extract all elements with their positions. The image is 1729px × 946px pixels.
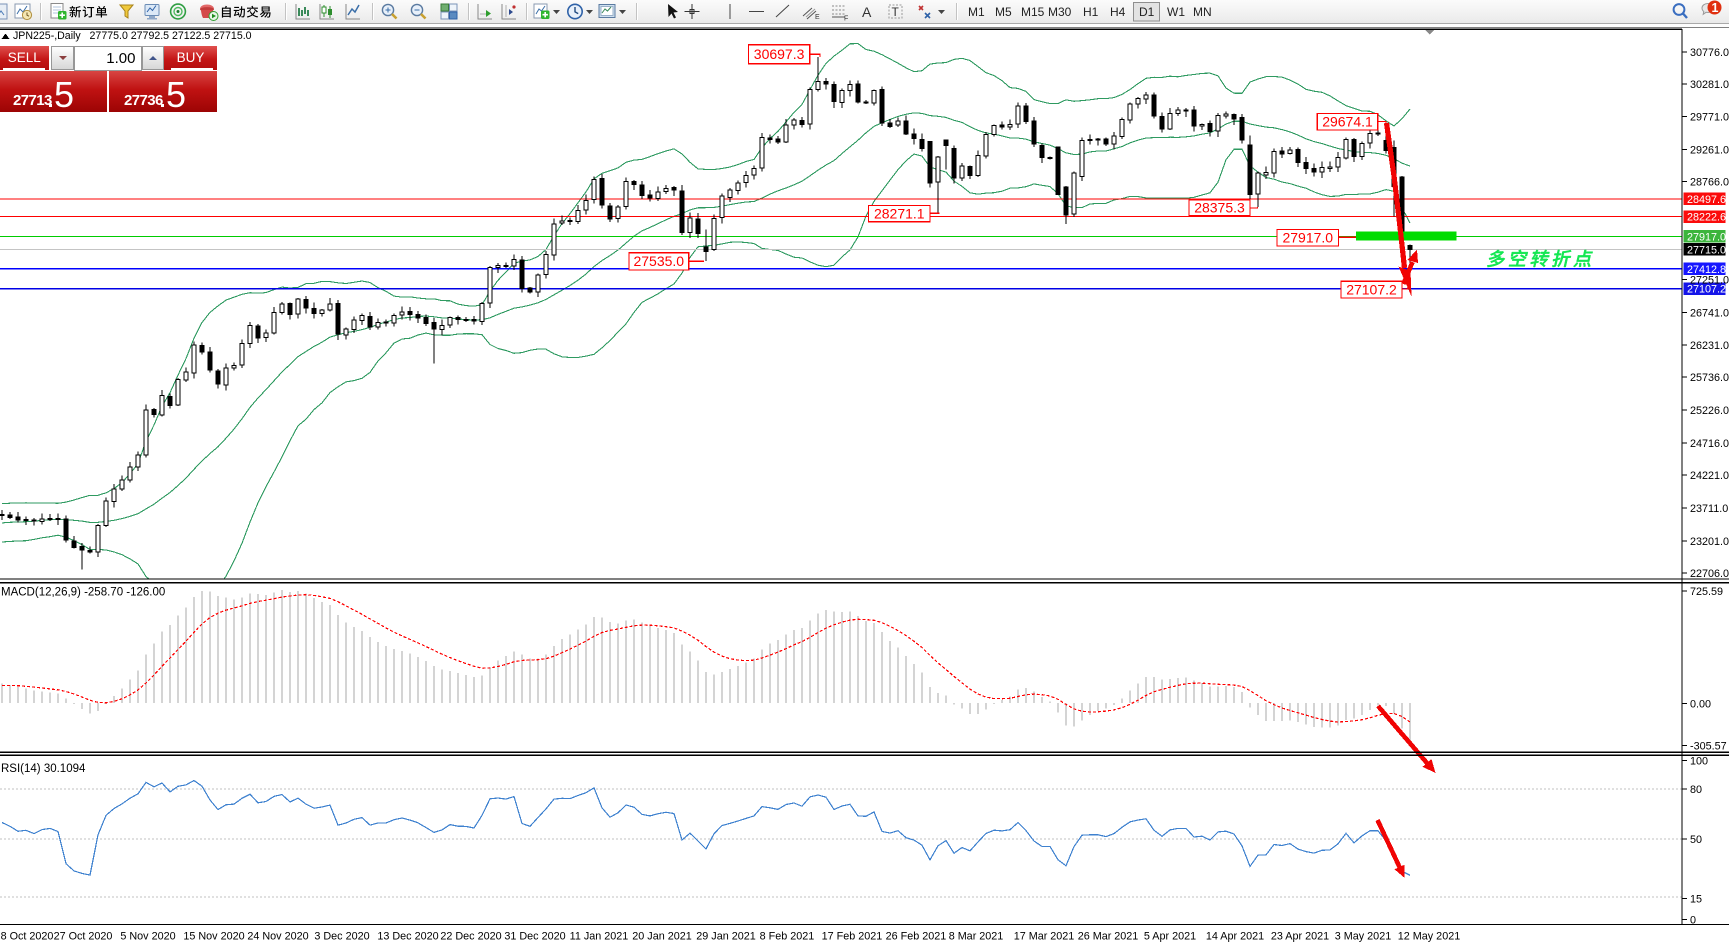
svg-text:M1: M1 xyxy=(968,5,985,19)
svg-text:23 Apr 2021: 23 Apr 2021 xyxy=(1271,931,1329,943)
svg-text:27917.0: 27917.0 xyxy=(1282,229,1333,245)
svg-text:MACD(12,26,9) -258.70 -126.00: MACD(12,26,9) -258.70 -126.00 xyxy=(1,587,165,599)
svg-text:T: T xyxy=(892,5,900,19)
svg-text:3 May 2021: 3 May 2021 xyxy=(1335,931,1391,943)
svg-text:28222.6: 28222.6 xyxy=(1687,212,1726,224)
svg-text:25226.0: 25226.0 xyxy=(1690,405,1729,417)
svg-text:24716.0: 24716.0 xyxy=(1690,438,1729,450)
svg-text:20 Jan 2021: 20 Jan 2021 xyxy=(632,931,691,943)
svg-text:15 Nov 2020: 15 Nov 2020 xyxy=(183,931,244,943)
svg-text:28375.3: 28375.3 xyxy=(1194,200,1245,216)
svg-text:23201.0: 23201.0 xyxy=(1690,536,1729,548)
svg-text:15: 15 xyxy=(1690,894,1702,906)
svg-text:29771.0: 29771.0 xyxy=(1690,112,1729,124)
svg-text:H4: H4 xyxy=(1110,5,1126,19)
svg-text:M5: M5 xyxy=(995,5,1012,19)
svg-text:27412.8: 27412.8 xyxy=(1687,264,1726,276)
svg-text:8 Oct 2020: 8 Oct 2020 xyxy=(1,931,54,943)
svg-text:26 Mar 2021: 26 Mar 2021 xyxy=(1078,931,1139,943)
svg-text:80: 80 xyxy=(1690,784,1702,796)
svg-text:25736.0: 25736.0 xyxy=(1690,372,1729,384)
svg-text:725.59: 725.59 xyxy=(1690,586,1723,598)
svg-text:27 Oct 2020: 27 Oct 2020 xyxy=(54,931,113,943)
svg-text:26231.0: 26231.0 xyxy=(1690,340,1729,352)
svg-text:3 Dec 2020: 3 Dec 2020 xyxy=(314,931,369,943)
svg-text:22 Dec 2020: 22 Dec 2020 xyxy=(440,931,501,943)
svg-text:A: A xyxy=(862,4,872,20)
svg-text:MN: MN xyxy=(1193,5,1212,19)
svg-text:27715.0: 27715.0 xyxy=(1687,245,1726,257)
svg-text:17 Mar 2021: 17 Mar 2021 xyxy=(1014,931,1075,943)
svg-text:H1: H1 xyxy=(1083,5,1099,19)
svg-text:F: F xyxy=(844,16,848,23)
svg-text:-305.57: -305.57 xyxy=(1690,740,1727,752)
svg-text:23711.0: 23711.0 xyxy=(1690,503,1728,515)
svg-text:11 Jan 2021: 11 Jan 2021 xyxy=(570,931,629,943)
svg-text:27917.0: 27917.0 xyxy=(1687,232,1726,244)
svg-text:12 May 2021: 12 May 2021 xyxy=(1398,931,1460,943)
svg-text:1: 1 xyxy=(1712,1,1719,15)
svg-text:28766.0: 28766.0 xyxy=(1690,177,1729,189)
svg-text:29674.1: 29674.1 xyxy=(1322,114,1373,130)
svg-text:5 Apr 2021: 5 Apr 2021 xyxy=(1144,931,1196,943)
svg-text:JPN225-,Daily 27775.0 27792.: JPN225-,Daily 27775.0 27792.5 27122.5 27… xyxy=(13,30,252,42)
svg-text:27107.2: 27107.2 xyxy=(1346,281,1397,297)
svg-text:27251.0: 27251.0 xyxy=(1690,274,1729,286)
svg-text:22706.0: 22706.0 xyxy=(1690,568,1729,580)
svg-text:28497.6: 28497.6 xyxy=(1687,194,1726,206)
svg-text:RSI(14) 30.1094: RSI(14) 30.1094 xyxy=(1,763,86,775)
svg-text:30776.0: 30776.0 xyxy=(1690,47,1729,59)
svg-text:30281.0: 30281.0 xyxy=(1690,79,1729,91)
svg-text:100: 100 xyxy=(1690,756,1708,768)
svg-text:29 Jan 2021: 29 Jan 2021 xyxy=(696,931,755,943)
svg-text:14 Apr 2021: 14 Apr 2021 xyxy=(1206,931,1264,943)
svg-text:30697.3: 30697.3 xyxy=(754,46,805,62)
svg-text:28271.1: 28271.1 xyxy=(874,205,925,221)
svg-text:50: 50 xyxy=(1690,834,1702,846)
svg-text:5 Nov 2020: 5 Nov 2020 xyxy=(120,931,175,943)
svg-text:26 Feb 2021: 26 Feb 2021 xyxy=(886,931,947,943)
svg-text:D1: D1 xyxy=(1139,5,1155,19)
svg-text:17 Feb 2021: 17 Feb 2021 xyxy=(822,931,883,943)
svg-text:24221.0: 24221.0 xyxy=(1690,470,1729,482)
svg-text:W1: W1 xyxy=(1167,5,1185,19)
svg-text:13 Dec 2020: 13 Dec 2020 xyxy=(377,931,438,943)
svg-text:26741.0: 26741.0 xyxy=(1690,307,1729,319)
svg-text:E: E xyxy=(815,14,820,21)
svg-text:8 Mar 2021: 8 Mar 2021 xyxy=(949,931,1004,943)
svg-text:0: 0 xyxy=(1690,915,1696,927)
svg-text:27535.0: 27535.0 xyxy=(633,253,684,269)
svg-text:M15: M15 xyxy=(1021,5,1045,19)
svg-text:31 Dec 2020: 31 Dec 2020 xyxy=(504,931,565,943)
svg-text:M30: M30 xyxy=(1048,5,1072,19)
svg-text:0.00: 0.00 xyxy=(1690,698,1711,710)
svg-text:24 Nov 2020: 24 Nov 2020 xyxy=(247,931,308,943)
svg-text:27107.2: 27107.2 xyxy=(1687,284,1726,296)
svg-text:8 Feb 2021: 8 Feb 2021 xyxy=(760,931,815,943)
svg-text:29261.0: 29261.0 xyxy=(1690,145,1729,157)
